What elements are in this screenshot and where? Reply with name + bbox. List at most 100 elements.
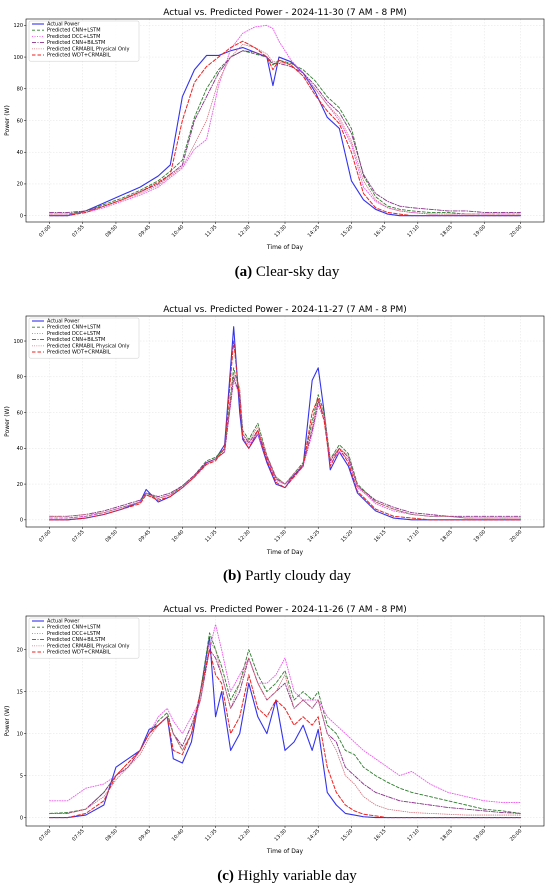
x-axis-label: Time of Day [266,244,304,251]
panel-caption-text: Partly cloudy day [241,568,351,584]
panel-caption-text: Highly variable day [234,868,357,884]
legend-entry-label: Predicted CRMABIL Physical Only [47,46,129,52]
x-tick-label: 20:00 [509,224,523,238]
x-tick-label: 20:00 [509,529,523,543]
x-tick-label: 17:10 [406,529,420,543]
panel-caption-letter: (b) [223,568,241,584]
x-axis-label: Time of Day [266,549,304,556]
legend-entry-label: Predicted CRMABIL Physical Only [47,643,129,649]
x-tick-label: 08:50 [104,828,118,842]
legend-entry-label: Actual Power [47,319,80,325]
legend-entry-label: Predicted CNN+LSTM [47,625,101,631]
x-axis-label: Time of Day [266,848,304,855]
series-line-predicted-wdt-crmabil [49,340,521,521]
panel-caption-text: Clear-sky day [252,264,340,280]
chart-title: Actual vs. Predicted Power - 2024-11-30 … [163,8,407,18]
legend-entry-label: Predicted CNN+LSTM [47,325,101,331]
series-line-predicted-crmabil-physical-only [49,43,521,215]
series-line-predicted-cnn-bilstm [49,50,521,213]
x-tick-label: 12:30 [237,828,251,842]
y-tick-label: 80 [17,87,23,93]
y-axis-label: Power (W) [4,706,11,737]
y-tick-label: 15 [17,689,23,695]
x-tick-label: 07:55 [71,529,85,543]
y-tick-label: 20 [17,182,23,188]
x-tick-label: 09:45 [138,529,152,543]
x-tick-label: 13:30 [273,224,287,238]
x-tick-label: 10:40 [171,224,185,238]
chart-title: Actual vs. Predicted Power - 2024-11-27 … [163,305,407,315]
y-tick-label: 0 [20,213,23,219]
x-tick-label: 16:15 [373,828,387,842]
x-tick-label: 15:20 [340,828,354,842]
legend-box [28,317,140,359]
x-tick-label: 07:00 [38,529,52,543]
plot-frame [25,315,545,528]
y-tick-label: 5 [20,773,23,779]
x-tick-label: 15:20 [340,224,354,238]
chart-panel-2: Actual vs. Predicted Power - 2024-11-26 … [4,605,545,884]
y-tick-label: 20 [17,647,23,653]
x-tick-label: 14:25 [307,224,321,238]
x-tick-label: 08:50 [104,224,118,238]
x-tick-label: 18:05 [439,529,453,543]
legend-entry-label: Predicted CNN+LSTM [47,28,101,34]
x-tick-label: 16:15 [373,529,387,543]
panel-caption: (c) Highly variable day [217,868,357,884]
series-line-actual-power [48,326,522,521]
y-tick-label: 20 [17,482,23,488]
legend-box [28,617,140,659]
plot-frame [25,615,545,827]
x-tick-label: 12:30 [237,529,251,543]
x-tick-label: 07:55 [71,224,85,238]
x-tick-label: 14:25 [307,828,321,842]
series-line-predicted-cnn-bilstm [49,376,521,517]
y-tick-label: 100 [13,55,23,61]
panel-caption: (b) Partly cloudy day [223,568,351,584]
legend-box [28,20,140,62]
panel-caption: (a) Clear-sky day [235,264,340,280]
series-line-predicted-cnn-lstm [49,50,521,215]
series-line-predicted-crmabil-physical-only [49,372,521,519]
legend-entry-label: Predicted CNN+BiLSTM [47,40,105,46]
y-tick-label: 120 [13,23,23,29]
legend-entry-label: Actual Power [47,619,80,625]
y-tick-label: 100 [13,339,23,345]
x-tick-label: 15:20 [340,529,354,543]
x-tick-label: 11:35 [204,224,218,238]
series-line-predicted-wdt-crmabil [49,40,521,217]
chart-title: Actual vs. Predicted Power - 2024-11-26 … [163,605,407,615]
chart-panel-0: Actual vs. Predicted Power - 2024-11-30 … [4,8,545,280]
x-tick-label: 19:00 [473,224,487,238]
legend-entry-label: Predicted DCC+LSTM [47,331,100,337]
plot-frame [25,18,545,223]
x-tick-label: 08:50 [104,529,118,543]
series-line-predicted-wdt-crmabil [49,649,521,819]
x-tick-label: 20:00 [509,828,523,842]
x-tick-label: 19:00 [473,529,487,543]
legend-entry-label: Predicted DCC+LSTM [47,34,100,40]
legend-entry-label: Predicted CNN+BiLSTM [47,337,105,343]
x-tick-label: 09:45 [138,224,152,238]
x-tick-label: 11:35 [204,828,218,842]
chart-panel-1: Actual vs. Predicted Power - 2024-11-27 … [4,305,545,584]
legend-entry-label: Predicted WDT+CRMABIL [47,650,111,656]
y-tick-label: 40 [17,446,23,452]
x-tick-label: 12:30 [237,224,251,238]
x-tick-label: 10:40 [171,828,185,842]
y-tick-label: 0 [20,518,23,524]
y-tick-label: 10 [17,731,23,737]
legend-entry-label: Predicted CNN+BiLSTM [47,637,105,643]
panel-caption-letter: (c) [217,868,234,884]
y-axis-label: Power (W) [4,406,11,437]
x-tick-label: 16:15 [373,224,387,238]
x-tick-label: 07:00 [38,828,52,842]
x-tick-label: 13:30 [273,529,287,543]
series-line-predicted-crmabil-physical-only [49,640,521,816]
y-tick-label: 40 [17,150,23,156]
y-tick-label: 80 [17,375,23,381]
x-tick-label: 19:00 [473,828,487,842]
